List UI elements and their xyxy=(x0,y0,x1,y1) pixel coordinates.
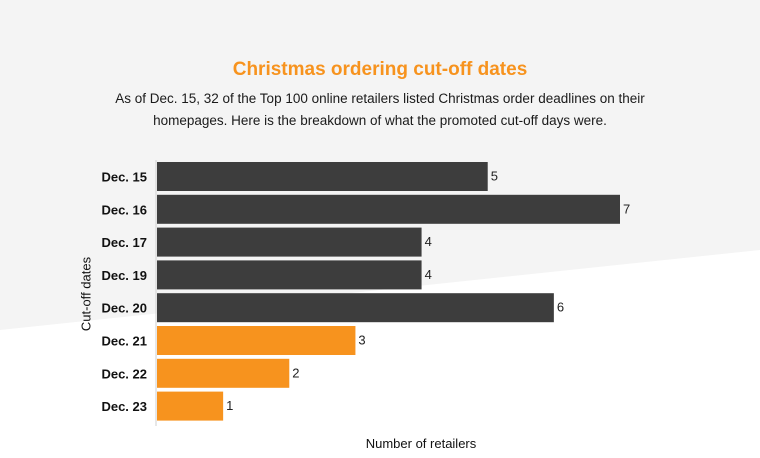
data-label: 5 xyxy=(491,169,498,184)
data-label: 4 xyxy=(425,234,432,249)
y-tick-label: Dec. 17 xyxy=(101,235,147,250)
data-label: 1 xyxy=(226,398,233,413)
y-tick-label: Dec. 19 xyxy=(101,268,147,283)
bar-dec-17 xyxy=(157,227,422,257)
chart-subtitle: As of Dec. 15, 32 of the Top 100 online … xyxy=(115,91,645,128)
data-label: 6 xyxy=(557,300,564,315)
bar-dec-15 xyxy=(157,162,488,191)
chart-title: Christmas ordering cut-off dates xyxy=(232,59,528,80)
bar-dec-20 xyxy=(157,293,554,323)
bar-dec-19 xyxy=(157,260,422,290)
y-tick-label: Dec. 15 xyxy=(101,170,147,185)
data-label: 3 xyxy=(358,333,365,348)
y-tick-label: Dec. 21 xyxy=(101,334,147,349)
x-axis-label: Number of retailers xyxy=(365,436,477,451)
data-label: 2 xyxy=(292,365,299,380)
y-tick-label: Dec. 16 xyxy=(101,202,147,217)
bar-dec-22 xyxy=(157,358,290,388)
bar-dec-23 xyxy=(157,391,224,421)
y-axis-label: Cut-off dates xyxy=(78,256,94,332)
bar-dec-16 xyxy=(157,194,620,224)
y-tick-label: Dec. 22 xyxy=(101,366,147,381)
data-label: 7 xyxy=(623,201,630,216)
data-label: 4 xyxy=(425,267,432,282)
y-tick-label: Dec. 23 xyxy=(101,399,147,414)
y-tick-label: Dec. 20 xyxy=(101,301,147,316)
bar-dec-21 xyxy=(157,326,356,355)
